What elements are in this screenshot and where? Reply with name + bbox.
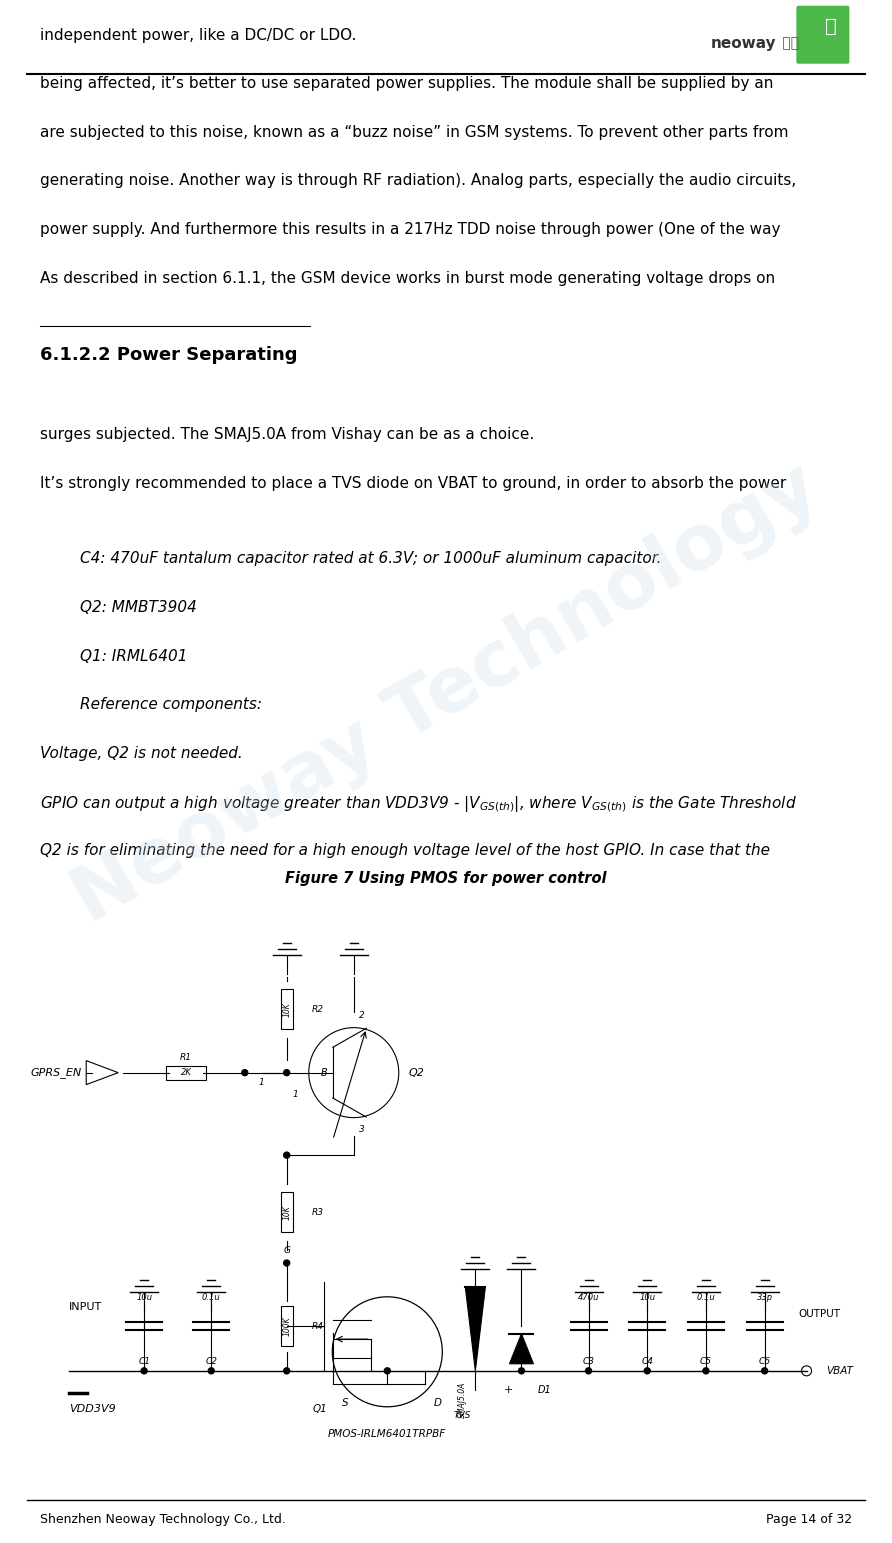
Text: GPRS_EN: GPRS_EN <box>31 1068 82 1079</box>
Text: Voltage, Q2 is not needed.: Voltage, Q2 is not needed. <box>40 745 243 761</box>
Text: SMAJ5.0A: SMAJ5.0A <box>458 1381 467 1418</box>
Text: 📱: 📱 <box>825 17 838 35</box>
Text: being affected, it’s better to use separated power supplies. The module shall be: being affected, it’s better to use separ… <box>40 76 773 91</box>
Text: Q1: IRML6401: Q1: IRML6401 <box>80 648 188 663</box>
Text: 470u: 470u <box>578 1293 599 1302</box>
Text: 10u: 10u <box>136 1293 153 1302</box>
Text: generating noise. Another way is through RF radiation). Analog parts, especially: generating noise. Another way is through… <box>40 173 797 188</box>
Circle shape <box>284 1153 290 1159</box>
Text: C6: C6 <box>758 1358 771 1366</box>
Text: neoway: neoway <box>710 35 776 51</box>
Text: S: S <box>342 1398 349 1407</box>
Text: 6.1.2.2 Power Separating: 6.1.2.2 Power Separating <box>40 346 298 364</box>
FancyBboxPatch shape <box>797 6 849 63</box>
Text: 2: 2 <box>359 1011 365 1020</box>
Circle shape <box>284 1367 290 1373</box>
Text: R2: R2 <box>312 1004 324 1014</box>
Text: 10K: 10K <box>282 1205 291 1219</box>
Text: 33p: 33p <box>756 1293 772 1302</box>
Text: 1: 1 <box>259 1077 264 1086</box>
Text: INPUT: INPUT <box>69 1302 102 1313</box>
Text: As described in section 6.1.1, the GSM device works in burst mode generating vol: As described in section 6.1.1, the GSM d… <box>40 270 775 285</box>
Text: Q2: MMBT3904: Q2: MMBT3904 <box>80 600 197 616</box>
Text: VBAT: VBAT <box>827 1366 854 1376</box>
Circle shape <box>762 1367 768 1373</box>
Text: 10K: 10K <box>282 1001 291 1017</box>
Polygon shape <box>466 1287 485 1370</box>
Text: Shenzhen Neoway Technology Co., Ltd.: Shenzhen Neoway Technology Co., Ltd. <box>40 1514 286 1526</box>
Bar <box>281 1193 293 1233</box>
Text: B: B <box>321 1068 327 1077</box>
Text: R3: R3 <box>312 1208 324 1217</box>
Text: VDD3V9: VDD3V9 <box>69 1404 115 1413</box>
Circle shape <box>284 1261 290 1265</box>
Text: Q1: Q1 <box>313 1404 327 1413</box>
Text: GPIO can output a high voltage greater than VDD3V9 - |V$_{\mathit{GS(th)}}$|, wh: GPIO can output a high voltage greater t… <box>40 795 797 815</box>
Text: Q2 is for eliminating the need for a high enough voltage level of the host GPIO.: Q2 is for eliminating the need for a hig… <box>40 842 770 858</box>
Text: It’s strongly recommended to place a TVS diode on VBAT to ground, in order to ab: It’s strongly recommended to place a TVS… <box>40 475 787 491</box>
Text: Page 14 of 32: Page 14 of 32 <box>765 1514 852 1526</box>
Circle shape <box>384 1367 391 1373</box>
Text: 2K: 2K <box>181 1068 192 1077</box>
Circle shape <box>585 1367 591 1373</box>
Text: G: G <box>283 1245 290 1254</box>
Text: D1: D1 <box>538 1386 552 1395</box>
Text: R1: R1 <box>180 1054 192 1062</box>
Bar <box>281 1307 293 1347</box>
Text: Q2: Q2 <box>409 1068 425 1077</box>
Text: surges subjected. The SMAJ5.0A from Vishay can be as a choice.: surges subjected. The SMAJ5.0A from Vish… <box>40 427 534 443</box>
Text: Reference components:: Reference components: <box>80 697 262 713</box>
Circle shape <box>309 1028 399 1117</box>
Text: C1: C1 <box>138 1358 150 1366</box>
Text: C4: C4 <box>641 1358 653 1366</box>
Text: C3: C3 <box>582 1358 595 1366</box>
Text: 1: 1 <box>293 1091 298 1099</box>
Polygon shape <box>87 1060 119 1085</box>
Text: 10u: 10u <box>640 1293 656 1302</box>
Text: Neoway Technology: Neoway Technology <box>61 451 831 938</box>
Text: PMOS-IRLM6401TRPBF: PMOS-IRLM6401TRPBF <box>328 1429 446 1440</box>
Text: 0.1u: 0.1u <box>697 1293 715 1302</box>
Text: 100K: 100K <box>282 1316 291 1336</box>
Circle shape <box>208 1367 214 1373</box>
Text: TVS: TVS <box>454 1410 472 1420</box>
Text: +: + <box>504 1386 514 1395</box>
Bar <box>166 1066 206 1080</box>
Circle shape <box>518 1367 524 1373</box>
Polygon shape <box>509 1333 533 1364</box>
Text: independent power, like a DC/DC or LDO.: independent power, like a DC/DC or LDO. <box>40 28 357 43</box>
Text: C4: 470uF tantalum capacitor rated at 6.3V; or 1000uF aluminum capacitor.: C4: 470uF tantalum capacitor rated at 6.… <box>80 551 662 566</box>
Circle shape <box>644 1367 650 1373</box>
Text: are subjected to this noise, known as a “buzz noise” in GSM systems. To prevent : are subjected to this noise, known as a … <box>40 125 789 140</box>
Text: 有方: 有方 <box>778 35 799 51</box>
Circle shape <box>284 1069 290 1075</box>
Text: C2: C2 <box>205 1358 218 1366</box>
Text: 0.1u: 0.1u <box>202 1293 220 1302</box>
Circle shape <box>333 1296 442 1407</box>
Circle shape <box>802 1366 812 1376</box>
Text: D: D <box>434 1398 442 1407</box>
Text: Figure 7 Using PMOS for power control: Figure 7 Using PMOS for power control <box>285 870 607 886</box>
Circle shape <box>242 1069 248 1075</box>
Text: OUTPUT: OUTPUT <box>798 1308 840 1319</box>
Text: R4: R4 <box>312 1322 324 1332</box>
Text: power supply. And furthermore this results in a 217Hz TDD noise through power (O: power supply. And furthermore this resul… <box>40 222 780 238</box>
Bar <box>281 989 293 1029</box>
Text: 3: 3 <box>359 1125 365 1134</box>
Text: C5: C5 <box>700 1358 712 1366</box>
Circle shape <box>703 1367 709 1373</box>
Circle shape <box>141 1367 147 1373</box>
